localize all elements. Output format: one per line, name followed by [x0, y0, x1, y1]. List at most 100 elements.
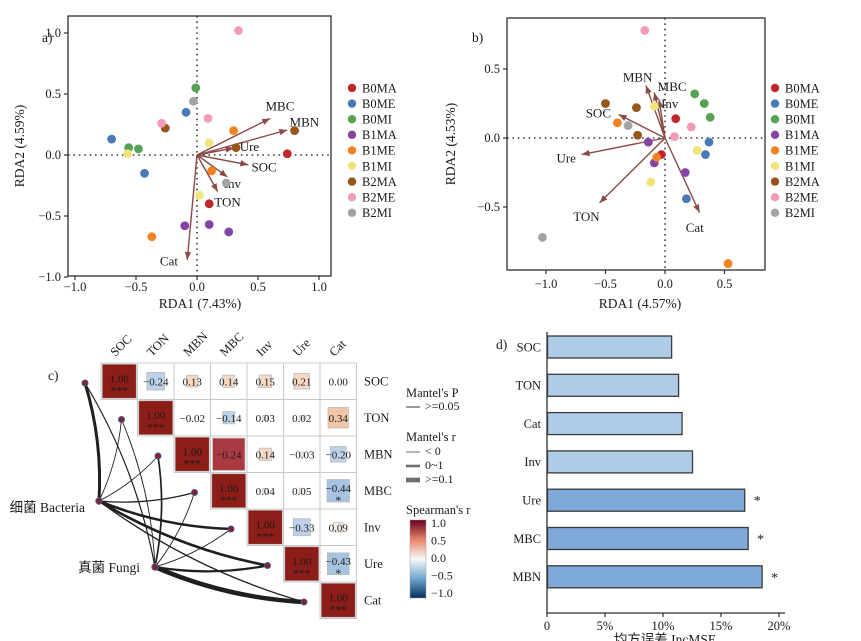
- taxa-node-label: 细菌 Bacteria: [10, 500, 85, 515]
- legend-label: B2MI: [785, 206, 815, 220]
- y-tick-label: 0.5: [45, 87, 61, 101]
- env-arrow-label: TON: [573, 209, 600, 224]
- legend-marker-B0MA: [347, 83, 357, 93]
- mantel-edge-bacteria-SOC: [83, 381, 102, 503]
- rda-point-B1MA: [224, 227, 234, 237]
- legend-label: B1MI: [785, 159, 815, 173]
- env-arrow-Ure-head: [225, 146, 234, 153]
- legend-marker-B2MI: [770, 208, 780, 217]
- env-arrow-label: Ure: [240, 139, 260, 154]
- legend-marker-B2ME: [347, 193, 357, 202]
- rda-point-B1MA: [643, 137, 653, 147]
- legend-marker-B0MI: [770, 115, 780, 124]
- bar-SOC: [546, 335, 673, 359]
- env-arrow-SOC: [618, 113, 666, 139]
- corr-significance: *: [335, 495, 341, 507]
- env-arrow-Ure: [581, 137, 666, 156]
- mantel-edge-fungi-Inv: [154, 528, 232, 568]
- corr-value: 0.05: [292, 486, 312, 498]
- taxa-node-bacteria: [95, 497, 103, 505]
- rda-point-B1ME: [207, 166, 217, 176]
- legend-label: B0MA: [362, 81, 397, 95]
- y-tick-label: 0.5: [484, 62, 500, 76]
- rda-point-B1ME: [613, 118, 622, 128]
- spearman-colorbar: [409, 519, 427, 599]
- env-arrow-MBC-head: [261, 118, 271, 125]
- x-axis-label: 均方误差 IncMSE: [614, 632, 716, 641]
- y-tick-label: 0.0: [45, 148, 61, 162]
- env-arrow-Cat-head: [184, 251, 192, 260]
- corr-square: [211, 473, 247, 509]
- taxa-node-fungi: [151, 563, 159, 571]
- matrix-col-label: MBN: [180, 329, 210, 359]
- corr-square: [258, 447, 272, 461]
- env-arrow-Inv-head: [219, 169, 228, 177]
- matrix-col-label: Inv: [253, 337, 275, 359]
- matrix-row-label: TON: [364, 411, 389, 425]
- corr-value: 1.00: [146, 410, 166, 422]
- mantel-r-legend-title: Mantel's r: [406, 430, 457, 444]
- legend-marker-B0MA: [770, 83, 780, 93]
- x-tick-label: 0.0: [189, 280, 205, 294]
- mantel-edge-bacteria-Inv: [97, 499, 233, 531]
- corr-square: [212, 437, 246, 471]
- matrix-row-label: SOC: [364, 375, 388, 389]
- rda-point-B1MA: [204, 220, 214, 229]
- matrix-col-label: Cat: [326, 337, 349, 360]
- mantel-edge-fungi-MBN: [154, 455, 163, 568]
- x-tick-label: −0.5: [594, 277, 617, 291]
- env-arrow-MBN: [645, 85, 666, 139]
- mantel-edge-fungi-Ure: [153, 564, 269, 573]
- env-arrow-label: TON: [214, 194, 241, 209]
- bar-category-label: TON: [516, 379, 541, 393]
- spearman-tick-label: 0.5: [431, 534, 446, 548]
- corr-value: 0.14: [219, 376, 239, 388]
- bar-category-label: Cat: [524, 417, 542, 431]
- corr-significance: ***: [111, 385, 129, 397]
- env-arrow-SOC-head: [618, 114, 628, 121]
- env-arrow-TON: [599, 137, 666, 204]
- corr-value: 0.00: [329, 376, 349, 388]
- legend-label: B1MA: [362, 128, 397, 142]
- corr-value: 1.00: [183, 446, 203, 458]
- x-tick-label: 10%: [652, 619, 675, 633]
- spearman-tick-label: 1.0: [431, 516, 446, 530]
- corr-value: 0.09: [329, 522, 349, 534]
- rda-point-B2MA: [633, 130, 643, 140]
- env-arrow-label: MBC: [658, 79, 687, 94]
- spearman-tick-label: 0.0: [431, 551, 446, 565]
- matrix-col-label: TON: [144, 331, 172, 359]
- corr-square: [222, 411, 236, 425]
- rda-point-B1MI: [692, 146, 702, 155]
- rda-point-B0MI: [705, 112, 715, 122]
- corr-value: 0.34: [329, 413, 349, 425]
- rda-point-B2MI: [221, 178, 231, 188]
- legend-label: B1ME: [362, 144, 396, 158]
- bar-significance-star: *: [771, 571, 778, 586]
- plot-frame: [67, 15, 332, 277]
- y-tick-label: −1.0: [38, 270, 61, 284]
- x-tick-label: −1.0: [535, 277, 558, 291]
- var-node-MBN: [154, 452, 162, 460]
- corr-value: −0.43: [326, 556, 352, 568]
- env-arrow-label: SOC: [586, 105, 611, 120]
- rda-point-B1ME: [723, 259, 733, 268]
- corr-square: [262, 415, 268, 421]
- rda-point-B1ME: [229, 126, 239, 135]
- matrix-col-label: SOC: [107, 332, 134, 359]
- env-arrow-MBN-head: [278, 129, 288, 136]
- x-tick-label: 0.0: [657, 277, 673, 291]
- x-tick-label: 5%: [597, 619, 614, 633]
- x-tick-label: 15%: [710, 619, 733, 633]
- rda-point-B1MI: [195, 190, 204, 200]
- rda-point-B0MA: [204, 199, 214, 209]
- env-arrow-label: MBN: [623, 70, 653, 85]
- rda-point-B0MI: [191, 83, 201, 93]
- mantel-edge-bacteria-Cat: [98, 500, 305, 603]
- env-arrow-MBN: [196, 129, 288, 156]
- corr-square: [292, 518, 311, 537]
- bar-Cat: [546, 411, 683, 436]
- corr-significance: ***: [330, 604, 348, 616]
- rda-point-B0MA: [282, 149, 292, 159]
- var-node-Ure: [264, 562, 271, 569]
